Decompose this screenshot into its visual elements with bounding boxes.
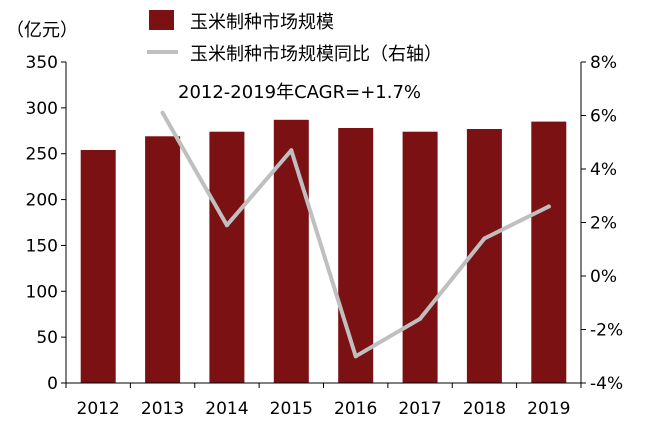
right-tick-label--2%: -2% <box>590 321 623 341</box>
right-tick-label-4%: 4% <box>590 160 617 180</box>
yoy-point-2018 <box>482 236 487 241</box>
x-tick-label-2014: 2014 <box>205 399 248 419</box>
left-tick-label-300: 300 <box>26 99 58 119</box>
right-tick-label--4%: -4% <box>590 374 623 394</box>
x-tick-label-2016: 2016 <box>334 399 377 419</box>
left-axis-unit-label: （亿元） <box>6 20 78 41</box>
x-tick-label-2012: 2012 <box>77 399 120 419</box>
legend: 玉米制种市场规模 玉米制种市场规模同比（右轴） <box>147 10 442 65</box>
bar-2014 <box>209 131 245 383</box>
yoy-point-2013 <box>160 110 165 115</box>
bar-2015 <box>273 119 309 384</box>
yoy-point-2017 <box>418 316 423 321</box>
x-tick-label-2017: 2017 <box>398 399 441 419</box>
cagr-annotation: 2012-2019年CAGR=+1.7% <box>178 82 421 103</box>
yoy-point-2019 <box>546 204 551 209</box>
yoy-point-2016 <box>353 354 358 359</box>
line-layer <box>160 110 551 359</box>
x-tick-label-2015: 2015 <box>270 399 313 419</box>
bar-2019 <box>531 121 567 383</box>
right-tick-label-0%: 0% <box>590 267 617 287</box>
left-tick-label-100: 100 <box>26 282 58 302</box>
yoy-point-2015 <box>289 148 294 153</box>
bar-2017 <box>402 131 438 383</box>
x-tick-label-2018: 2018 <box>463 399 506 419</box>
left-tick-label-0: 0 <box>47 374 58 394</box>
x-tick-label-2013: 2013 <box>141 399 184 419</box>
left-tick-label-150: 150 <box>26 236 58 256</box>
left-tick-label-50: 50 <box>36 328 58 348</box>
bar-2016 <box>338 128 374 383</box>
legend-line-label: 玉米制种市场规模同比（右轴） <box>190 44 442 65</box>
left-tick-label-250: 250 <box>26 145 58 165</box>
axes-layer <box>61 61 586 388</box>
bar-2013 <box>145 136 181 383</box>
bars-layer <box>80 119 567 384</box>
bar-2012 <box>80 150 116 383</box>
right-tick-label-2%: 2% <box>590 214 617 234</box>
legend-bar-label: 玉米制种市场规模 <box>190 12 334 33</box>
labels-layer: 0 50 100 150 200 250 300 350 -4% -2% 0% 2% 4% 6% 8% 201… <box>26 53 624 419</box>
legend-bar-swatch <box>149 10 174 30</box>
x-tick-label-2019: 2019 <box>527 399 570 419</box>
yoy-point-2014 <box>224 223 229 228</box>
right-tick-label-6%: 6% <box>590 107 617 127</box>
right-tick-label-8%: 8% <box>590 53 617 73</box>
left-tick-label-200: 200 <box>26 191 58 211</box>
left-tick-label-350: 350 <box>26 53 58 73</box>
